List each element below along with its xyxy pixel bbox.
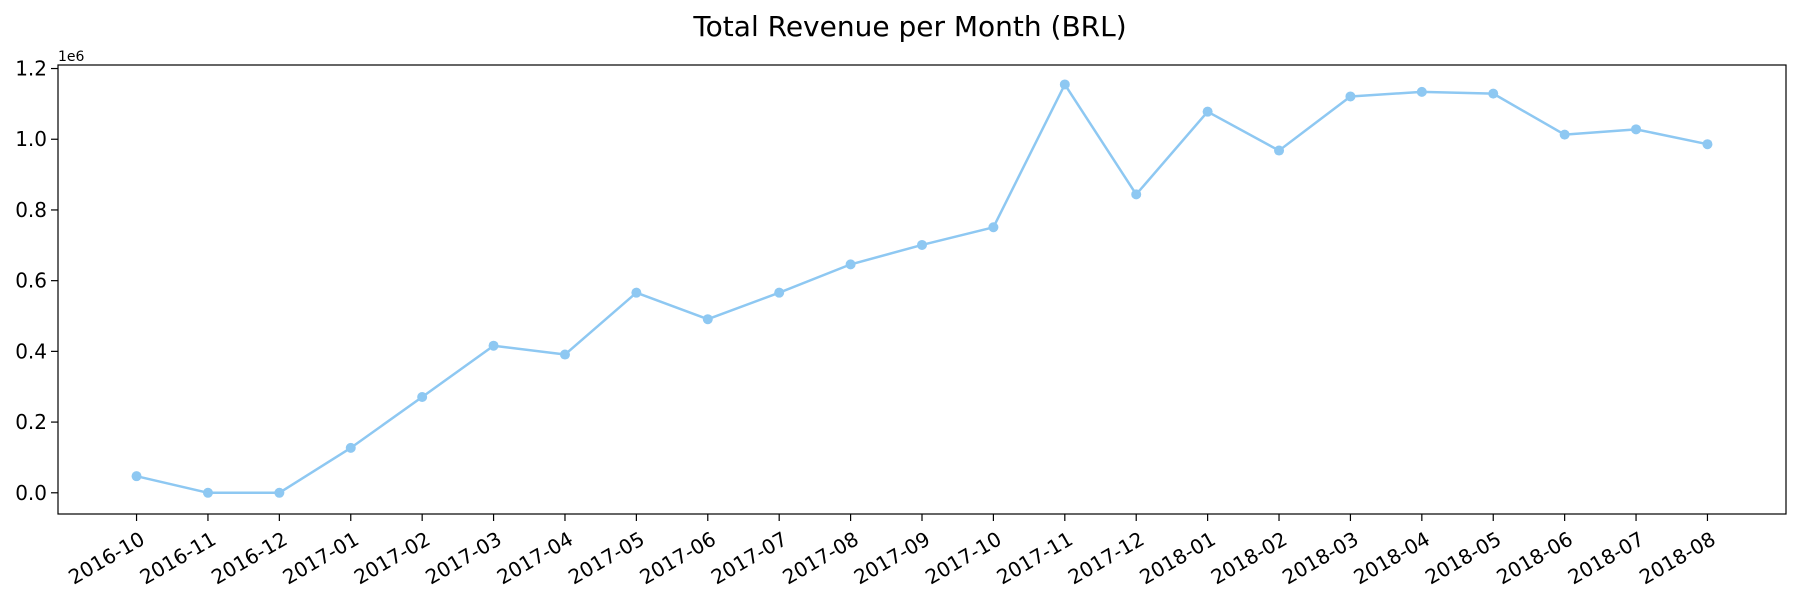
- x-tick-label: 2018-03: [1278, 527, 1362, 590]
- data-point: [774, 287, 785, 298]
- y-tick-label: 0.0: [15, 481, 47, 505]
- data-point: [988, 222, 999, 233]
- series-line: [135, 83, 1709, 495]
- x-tick-label: 2016-11: [136, 527, 220, 590]
- plot-layer: 0.0 0.2 0.4 0.6 0.8 1.0 1.2 2016-102016-112016-…: [15, 57, 1787, 590]
- data-point: [1131, 189, 1142, 200]
- x-tick-label: 2018-06: [1492, 527, 1576, 590]
- x-tick-label: 2018-08: [1635, 527, 1719, 590]
- data-point: [274, 487, 285, 498]
- y-tick-label: 1.0: [15, 127, 47, 151]
- x-tick-label: 2017-11: [993, 527, 1077, 590]
- data-point: [702, 314, 713, 325]
- x-tick-label: 2017-08: [778, 527, 862, 590]
- data-point: [1274, 145, 1285, 156]
- x-tick-label: 2017-05: [564, 527, 648, 590]
- y-tick-label: 0.4: [15, 339, 47, 363]
- x-tick-label: 2017-02: [350, 527, 434, 590]
- data-point: [131, 471, 142, 482]
- x-tick-label: 2018-04: [1350, 527, 1434, 590]
- x-tick-label: 2017-01: [278, 527, 362, 590]
- data-point: [417, 391, 428, 402]
- x-tick-label: 2016-12: [207, 527, 291, 590]
- x-tick-label: 2018-01: [1135, 527, 1219, 590]
- chart-title: Total Revenue per Month (BRL): [692, 10, 1126, 43]
- x-tick-label: 2018-05: [1421, 527, 1505, 590]
- y-tick-label: 0.2: [15, 410, 47, 434]
- data-point: [917, 239, 927, 250]
- data-point: [202, 487, 213, 498]
- x-tick-label: 2017-10: [921, 527, 1005, 590]
- data-point: [345, 442, 356, 453]
- data-point: [1416, 86, 1427, 97]
- plot-frame: [57, 64, 1787, 515]
- data-point: [1345, 91, 1356, 102]
- data-point: [488, 340, 499, 351]
- data-point: [1059, 79, 1070, 90]
- data-point: [845, 259, 856, 270]
- x-tick-label: 2017-04: [493, 527, 577, 590]
- y-tick-label: 1.2: [15, 57, 47, 81]
- data-point: [1631, 124, 1642, 135]
- data-point: [1488, 88, 1499, 99]
- x-tick-label: 2018-02: [1207, 527, 1291, 590]
- x-tick-label: 2017-03: [421, 527, 505, 590]
- data-point: [1702, 139, 1713, 150]
- y-tick-label: 0.8: [15, 198, 47, 222]
- x-tick-label: 2017-07: [707, 527, 791, 590]
- x-tick-label: 2018-07: [1564, 527, 1648, 590]
- data-point: [1559, 129, 1570, 140]
- x-tick-label: 2017-06: [636, 527, 720, 590]
- data-point: [631, 287, 642, 298]
- data-point: [1202, 106, 1213, 117]
- data-point: [559, 349, 570, 360]
- x-tick-label: 2016-10: [64, 527, 148, 590]
- y-tick-label: 0.6: [15, 269, 47, 293]
- x-tick-label: 2017-09: [850, 527, 934, 590]
- x-tick-label: 2017-12: [1064, 527, 1148, 590]
- y-axis-offset-label: 1e6: [58, 49, 85, 65]
